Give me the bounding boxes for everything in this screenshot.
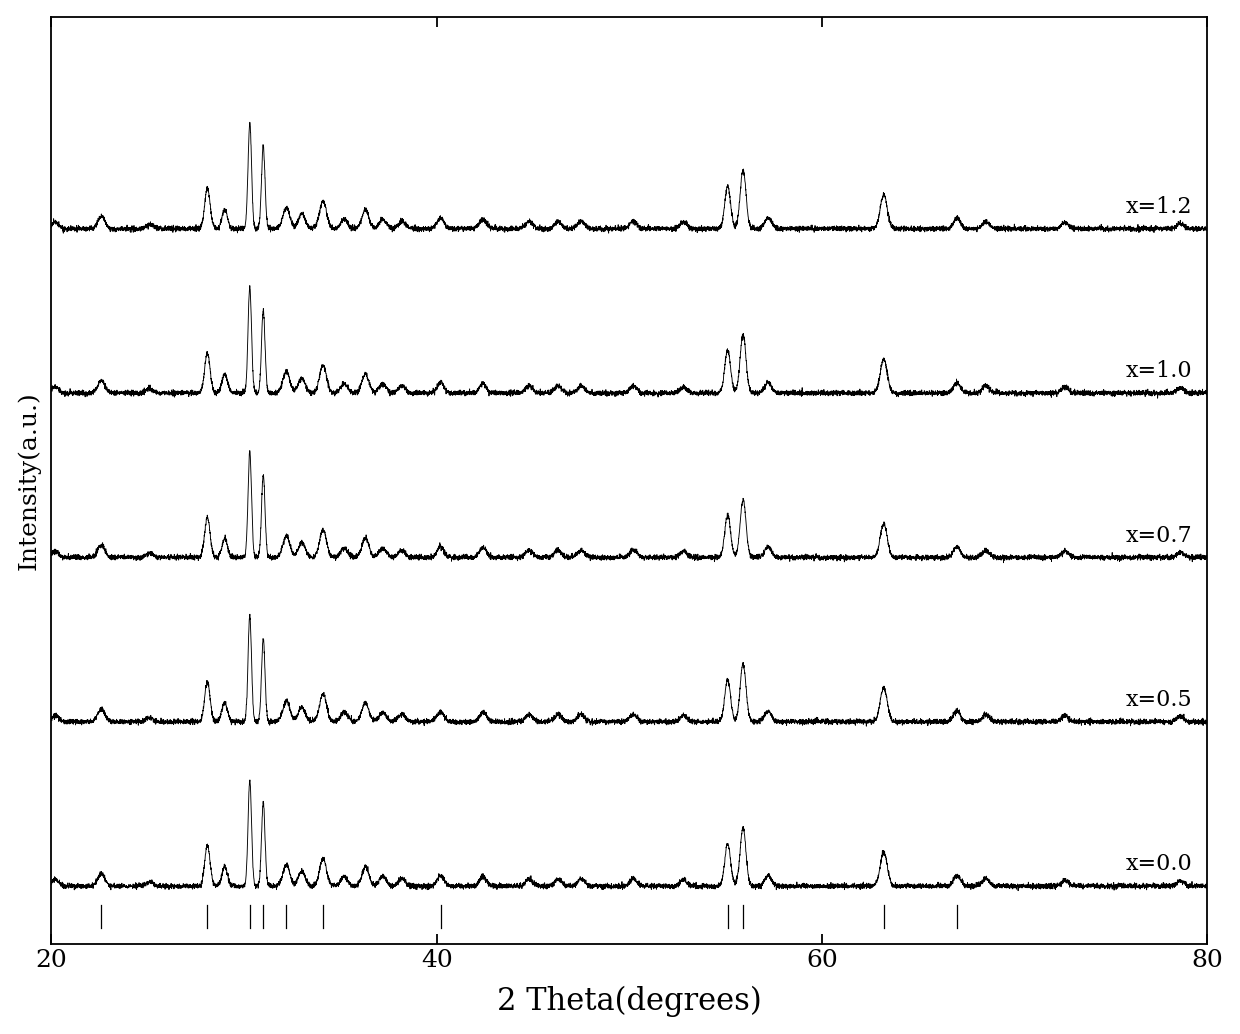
Text: x=0.7: x=0.7 — [1126, 525, 1192, 547]
Y-axis label: Intensity(a.u.): Intensity(a.u.) — [16, 391, 40, 570]
Text: x=1.2: x=1.2 — [1126, 196, 1192, 218]
Text: x=0.0: x=0.0 — [1125, 853, 1192, 876]
Text: x=0.5: x=0.5 — [1126, 689, 1192, 711]
Text: x=1.0: x=1.0 — [1126, 361, 1192, 383]
X-axis label: 2 Theta(degrees): 2 Theta(degrees) — [497, 986, 761, 1017]
